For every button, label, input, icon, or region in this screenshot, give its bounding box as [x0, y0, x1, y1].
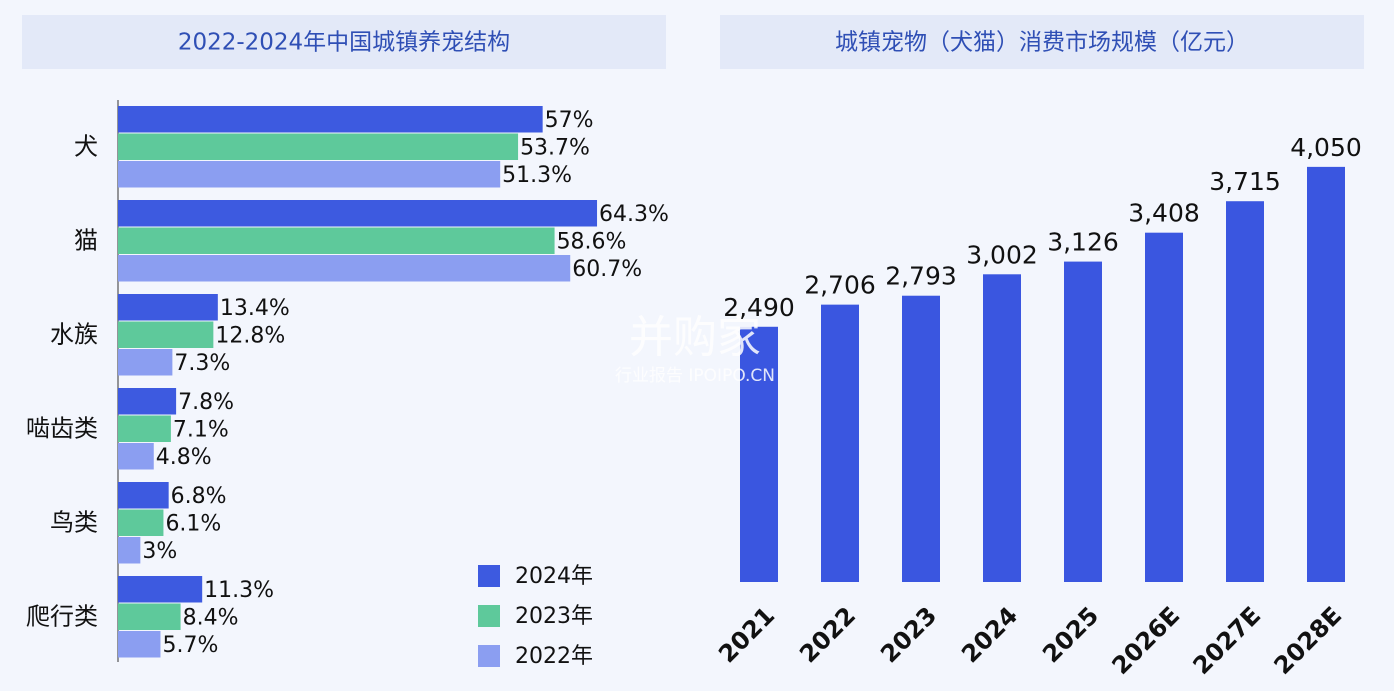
- value-label: 7.1%: [173, 417, 229, 442]
- value-label: 53.7%: [520, 135, 590, 160]
- x-tick-label: 2027E: [1188, 601, 1267, 680]
- value-label: 5.7%: [162, 633, 218, 658]
- value-label: 3,715: [1209, 167, 1281, 196]
- value-label: 51.3%: [502, 163, 572, 188]
- x-tick-label: 2024: [956, 601, 1023, 668]
- bar: [118, 294, 218, 321]
- value-label: 2,793: [885, 262, 957, 291]
- value-label: 4,050: [1290, 133, 1362, 162]
- value-label: 57%: [545, 108, 594, 133]
- value-label: 8.4%: [183, 605, 239, 630]
- bar: [1145, 232, 1183, 582]
- legend-label: 2024年: [515, 564, 593, 589]
- legend-label: 2023年: [515, 604, 593, 629]
- bar: [118, 133, 519, 160]
- bar: [1307, 166, 1345, 582]
- bar: [118, 349, 173, 376]
- value-label: 60.7%: [572, 257, 642, 282]
- category-label: 犬: [74, 132, 98, 160]
- bar: [118, 576, 203, 603]
- bar: [118, 509, 164, 536]
- bar: [118, 415, 171, 442]
- x-tick-label: 2021: [713, 601, 780, 668]
- chart-title: 城镇宠物（犬猫）消费市场规模（亿元）: [835, 30, 1249, 56]
- value-label: 6.1%: [165, 511, 221, 536]
- watermark: 行业报告 IPOIPO.CN: [615, 366, 775, 386]
- bar: [118, 631, 161, 658]
- category-label: 啮齿类: [26, 414, 98, 442]
- legend-swatch: [478, 605, 500, 627]
- bar: [1064, 261, 1102, 582]
- category-label: 水族: [50, 320, 98, 348]
- title-box: [22, 15, 666, 69]
- bar: [740, 326, 778, 582]
- legend-label: 2022年: [515, 644, 593, 669]
- value-label: 7.8%: [178, 390, 234, 415]
- value-label: 3%: [142, 539, 177, 564]
- bar: [118, 482, 169, 509]
- bar: [118, 603, 181, 630]
- marks: 犬 57%53.7% 51.3% 猫 64.3%58.6% 60.7% 水族 13.4%12.…: [26, 106, 1362, 680]
- value-label: 3,002: [966, 240, 1038, 269]
- chart-title: 2022-2024年中国城镇养宠结构: [178, 30, 510, 56]
- x-tick-label: 2023: [875, 601, 942, 668]
- legend-swatch: [478, 565, 500, 587]
- x-tick-label: 2022: [794, 601, 861, 668]
- value-label: 13.4%: [220, 296, 290, 321]
- value-label: 58.6%: [557, 229, 627, 254]
- category-label: 爬行类: [26, 602, 98, 630]
- bar: [118, 106, 543, 133]
- value-label: 64.3%: [599, 202, 669, 227]
- value-label: 3,126: [1047, 228, 1119, 257]
- bar: [118, 200, 598, 227]
- bar: [118, 321, 214, 348]
- bar: [1226, 201, 1264, 582]
- value-label: 2,706: [804, 271, 876, 300]
- bar: [118, 161, 501, 188]
- bar: [902, 295, 940, 582]
- x-tick-label: 2026E: [1107, 601, 1186, 680]
- title-box: [720, 15, 1364, 69]
- bar: [118, 388, 177, 415]
- value-label: 3,408: [1128, 199, 1200, 228]
- x-tick-label: 2028E: [1269, 601, 1348, 680]
- category-label: 鸟类: [50, 508, 98, 536]
- bar: [821, 304, 859, 582]
- bar: [118, 227, 555, 254]
- value-label: 12.8%: [215, 323, 285, 348]
- value-label: 7.3%: [174, 351, 230, 376]
- watermark: 并购家: [629, 312, 761, 363]
- value-label: 2,490: [723, 293, 795, 322]
- bar: [118, 443, 154, 470]
- legend-swatch: [478, 645, 500, 667]
- bar: [118, 537, 141, 564]
- bar: [983, 274, 1021, 582]
- bar: [118, 255, 571, 282]
- value-label: 6.8%: [171, 484, 227, 509]
- category-label: 猫: [74, 226, 98, 254]
- x-tick-label: 2025: [1037, 601, 1104, 668]
- value-label: 11.3%: [204, 578, 274, 603]
- value-label: 4.8%: [156, 445, 212, 470]
